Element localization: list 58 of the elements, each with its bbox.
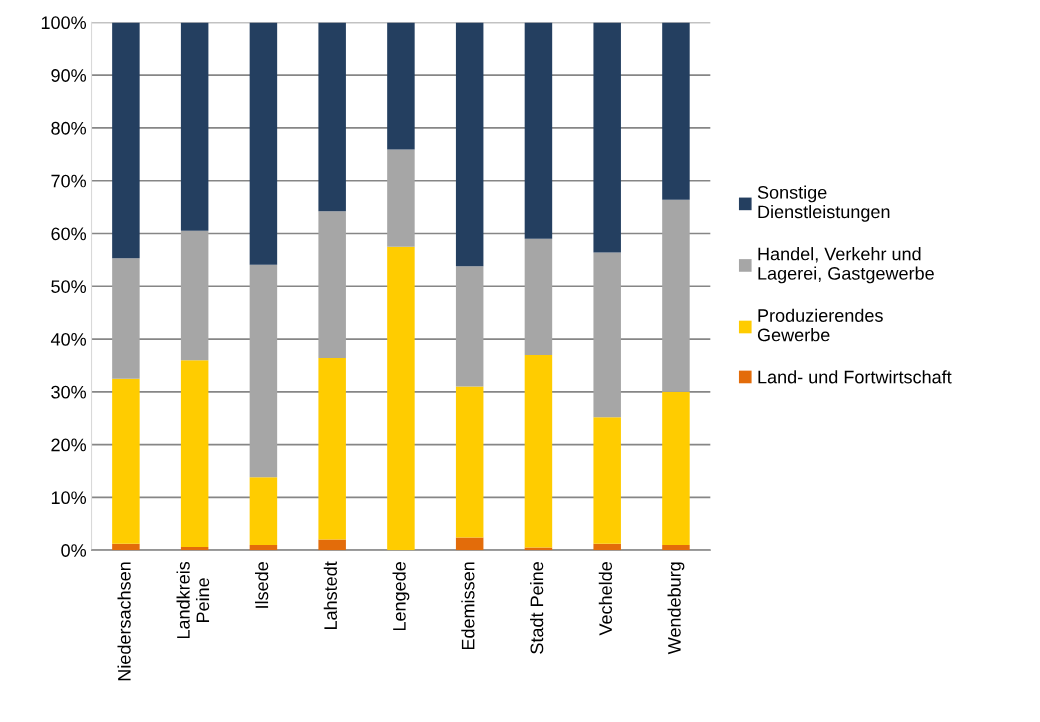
y-tick-label: 70% (51, 174, 87, 188)
legend-label: Handel, Verkehr und Lagerei, Gastgewerbe (758, 247, 934, 284)
y-tick-label: 30% (51, 385, 87, 399)
bar (180, 22, 209, 231)
legend-label: Land- und Fortwirtschaft (758, 370, 952, 384)
legend-label: Produzierendes Gewerbe (757, 308, 883, 342)
x-tick-label: Edemissen (461, 562, 475, 650)
bar (524, 354, 553, 548)
bar (455, 537, 484, 551)
bar (112, 378, 140, 544)
bar (524, 22, 553, 239)
y-tick-label: 80% (51, 121, 87, 135)
bar (249, 22, 278, 265)
bar (112, 543, 140, 551)
bar (662, 544, 690, 551)
bar (662, 199, 690, 392)
legend-label: Sonstige Dienstleistungen (757, 185, 890, 222)
bar (455, 22, 484, 267)
bar (318, 22, 346, 212)
bar (249, 544, 278, 551)
bar (318, 358, 346, 540)
x-tick-label: Stadt Peine (530, 562, 544, 654)
x-tick-label: Vechelde (598, 562, 613, 636)
bar (455, 266, 484, 387)
bar (112, 22, 140, 259)
bar (180, 360, 209, 547)
bar (455, 386, 484, 538)
x-tick-label: Lengede (392, 562, 410, 631)
bar (662, 391, 690, 545)
bar (662, 22, 690, 200)
bar (524, 238, 553, 355)
x-tick-label: Ilsede (254, 562, 269, 608)
bar (318, 539, 346, 551)
bar (387, 22, 415, 150)
y-tick-label: 100% (41, 16, 87, 30)
y-tick-label: 50% (51, 280, 87, 293)
x-tick-label: Lahstedt (323, 561, 338, 630)
y-tick-label: 60% (51, 227, 87, 241)
x-tick-label: Landkreis Peine (176, 561, 210, 639)
bar (180, 547, 209, 551)
bar (112, 258, 140, 379)
bar (387, 149, 415, 247)
bar (318, 211, 346, 359)
x-tick-label: Wendeburg (667, 562, 685, 655)
x-tick-label: Niedersachsen (117, 562, 131, 681)
y-tick-label: 40% (50, 332, 87, 346)
y-tick-label: 10% (51, 491, 87, 505)
bar (180, 230, 209, 361)
bar (593, 22, 621, 253)
bar (249, 477, 278, 545)
y-tick-label: 90% (51, 69, 87, 82)
bar (593, 252, 621, 418)
bar (593, 543, 621, 551)
y-tick-label: 0% (61, 544, 87, 557)
bar (593, 417, 621, 544)
bar (249, 264, 278, 478)
y-tick-label: 20% (51, 438, 87, 452)
bar (387, 246, 415, 551)
